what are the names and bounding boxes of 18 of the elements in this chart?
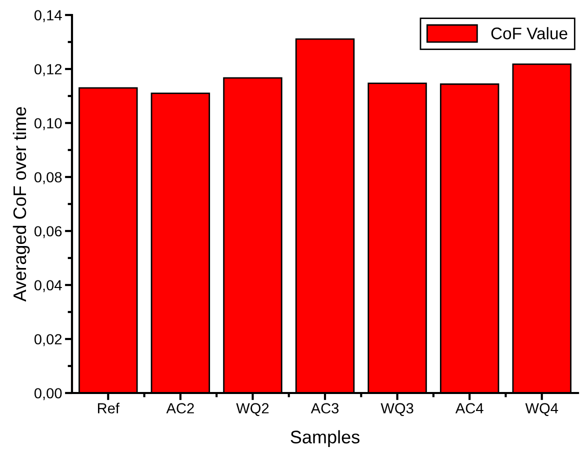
y-tick-label: 0,04 [34,280,62,292]
y-tick-label: 0,14 [34,10,62,22]
x-tick-label: AC3 [310,403,339,414]
x-tick-label: WQ2 [236,403,269,416]
y-axis-title: Averaged CoF over time [12,107,30,302]
x-axis-title: Samples [290,430,360,448]
x-tick-label: WQ4 [525,403,558,416]
y-tick-label: 0,10 [34,118,62,130]
y-tick-label: 0,12 [34,64,62,76]
y-tick-label: 0,06 [34,226,62,238]
y-tick-label: 0,00 [34,388,62,400]
legend-label: CoF Value [491,27,568,40]
x-tick-label: WQ3 [380,403,414,416]
y-tick-label: 0,02 [34,334,62,346]
x-tick-label: Ref [98,402,120,414]
y-tick-label: 0,08 [34,172,62,184]
x-tick-label: AC4 [455,403,484,414]
x-tick-label: AC2 [166,403,194,414]
